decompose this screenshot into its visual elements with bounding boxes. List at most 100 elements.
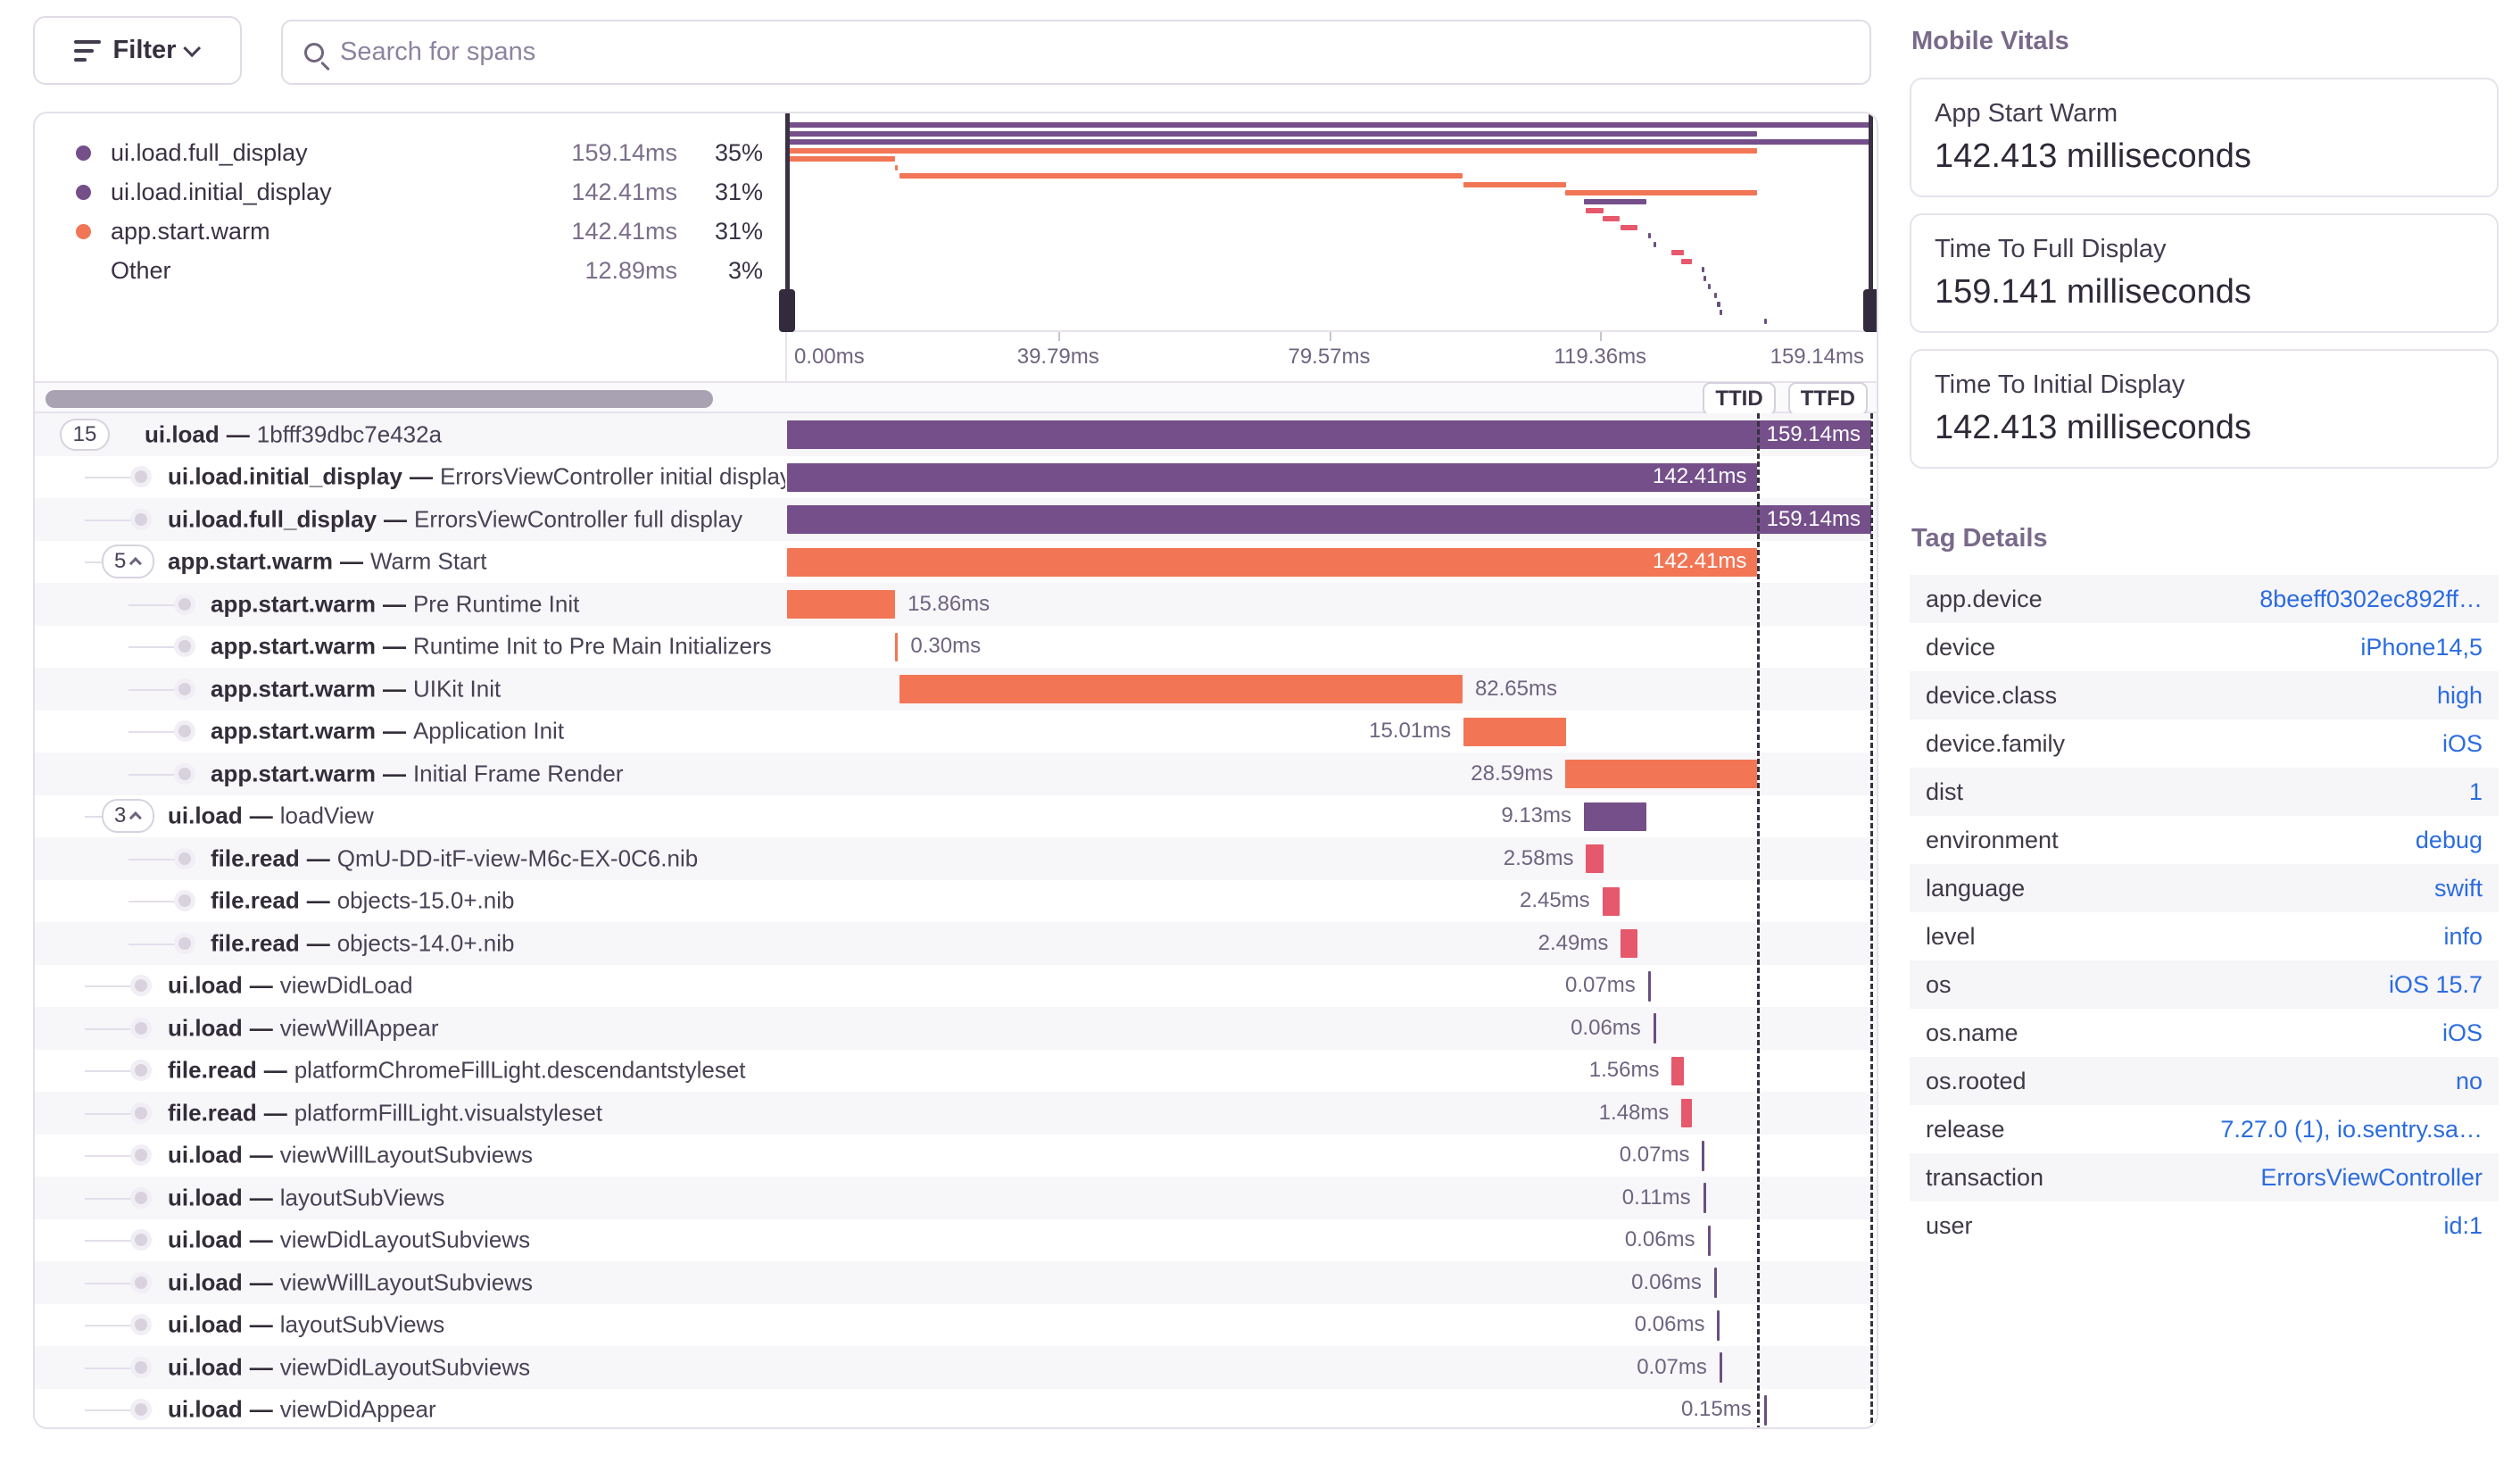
span-duration-bar[interactable] [787,505,1871,534]
span-row[interactable]: file.read — objects-14.0+.nib 2.49ms [35,922,1877,965]
span-duration-bar[interactable] [899,675,1463,703]
span-row[interactable]: ui.load — viewDidLoad 0.07ms [35,964,1877,1007]
span-row[interactable]: ui.load — viewDidAppear 0.15ms [35,1388,1877,1427]
ttfd-toggle-button[interactable]: TTFD [1787,382,1868,416]
span-children-count-badge[interactable]: 15 [60,418,110,451]
tree-connector [85,1282,140,1285]
tag-value-link[interactable]: 8beeff0302ec892ff… [2259,585,2483,612]
span-description: layoutSubViews [279,1310,445,1338]
span-duration-label: 9.13ms [1501,803,1572,828]
span-duration-bar[interactable] [1584,802,1647,831]
legend-op-name: ui.load.initial_display [111,178,332,205]
minimap-right-knob[interactable] [1863,289,1877,332]
minimap-left-knob[interactable] [779,289,795,332]
span-bar-cell: 0.06ms [787,1261,1871,1304]
span-duration-bar[interactable] [1621,929,1638,958]
tag-value-link[interactable]: 1 [2468,777,2483,805]
tag-row: device.family iOS [1910,719,2499,768]
op-desc-separator: — [339,547,363,575]
span-duration-bar[interactable] [1565,760,1758,788]
span-duration-bar[interactable] [1647,970,1651,1002]
legend-color-dot [76,223,91,239]
tag-value-link[interactable]: iOS 15.7 [2388,970,2483,998]
tag-value-link[interactable]: ErrorsViewController [2260,1163,2483,1191]
span-row[interactable]: app.start.warm — Runtime Init to Pre Main … [35,625,1877,668]
filter-button[interactable]: Filter [33,16,242,85]
tag-value-link[interactable]: swift [2434,874,2483,902]
span-duration-bar[interactable] [1463,717,1566,746]
span-duration-bar[interactable] [1703,1183,1706,1213]
vital-card: Time To Full Display 159.141 millisecond… [1910,213,2499,333]
span-row[interactable]: app.start.warm — Application Init 15.01ms [35,710,1877,752]
span-row[interactable]: ui.load — layoutSubViews 0.11ms [35,1177,1877,1219]
span-row[interactable]: file.read — platformFillLight.visualstyles… [35,1092,1877,1135]
tag-value-link[interactable]: iOS [2441,1019,2483,1046]
span-duration-bar[interactable] [1707,1225,1711,1256]
span-duration-bar[interactable] [1717,1310,1720,1341]
span-row[interactable]: ui.load.full_display — ErrorsViewControlle… [35,498,1877,541]
span-row[interactable]: app.start.warm — Pre Runtime Init 15.86ms [35,583,1877,626]
span-row[interactable]: app.start.warm — Initial Frame Render 28.5… [35,752,1877,795]
search-input[interactable] [340,37,1848,67]
span-children-count-badge[interactable]: 5 [102,545,155,579]
span-duration-label: 15.86ms [908,591,991,616]
tag-value-link[interactable]: iOS [2441,729,2483,757]
span-row[interactable]: ui.load — viewWillLayoutSubviews 0.07ms [35,1134,1877,1177]
span-duration-label: 0.06ms [1631,1269,1702,1294]
tag-value-link[interactable]: high [2436,681,2483,709]
tree-connector [85,477,140,479]
tree-connector [128,731,184,734]
children-count: 5 [114,549,127,574]
tag-value-link[interactable]: no [2455,1067,2483,1094]
span-row[interactable]: ui.load.initial_display — ErrorsViewContro… [35,455,1877,498]
ttid-toggle-button[interactable]: TTID [1703,382,1776,416]
span-tree-cell: ui.load — viewWillLayoutSubviews [35,1261,785,1304]
span-row[interactable]: 5 app.start.warm — Warm Start 142.41ms [35,540,1877,583]
span-row[interactable]: ui.load — viewDidLayoutSubviews 0.07ms [35,1346,1877,1389]
tag-value-link[interactable]: debug [2415,826,2483,853]
span-row[interactable]: 15 ui.load —1bfff39dbc7e432a 159.14ms [35,413,1877,456]
span-row[interactable]: ui.load — viewDidLayoutSubviews 0.06ms [35,1218,1877,1261]
span-description: Warm Start [369,547,487,575]
tree-connector [128,943,184,945]
tree-node-dot [135,979,147,993]
minimap-right-drag-handle[interactable] [1869,113,1873,330]
span-tree-cell: ui.load — viewWillLayoutSubviews [35,1135,785,1177]
span-duration-bar[interactable] [1681,1099,1692,1127]
span-duration-bar[interactable] [787,590,896,619]
mobile-vitals-heading: Mobile Vitals [1911,27,2069,55]
tag-value-link[interactable]: info [2443,922,2483,950]
span-duration-bar[interactable] [1763,1394,1767,1426]
tag-value-link[interactable]: id:1 [2443,1211,2483,1239]
minimap-left-drag-handle[interactable] [785,113,790,330]
span-duration-bar[interactable] [1586,844,1604,873]
tree-connector [85,985,140,988]
span-duration-bar[interactable] [787,462,1758,492]
minimap-span-bar [1713,293,1717,298]
span-duration-bar[interactable] [1719,1352,1722,1383]
span-row[interactable]: ui.load — viewWillLayoutSubviews 0.06ms [35,1261,1877,1304]
tag-value-link[interactable]: 7.27.0 (1), io.sentry.sa… [2220,1115,2483,1143]
span-duration-bar[interactable] [787,420,1871,449]
span-row[interactable]: file.read — platformChromeFillLight.descen… [35,1049,1877,1092]
span-row[interactable]: ui.load — layoutSubViews 0.06ms [35,1303,1877,1346]
tag-value-link[interactable]: iPhone14,5 [2360,633,2483,661]
horizontal-scrollbar-thumb[interactable] [46,390,713,408]
span-row[interactable]: ui.load — viewWillAppear 0.06ms [35,1007,1877,1050]
span-children-count-badge[interactable]: 3 [102,799,155,834]
span-duration-bar[interactable] [1671,1056,1684,1085]
span-row[interactable]: file.read — objects-15.0+.nib 2.45ms [35,879,1877,922]
span-duration-bar[interactable] [1713,1268,1717,1298]
span-bar-cell: 0.11ms [787,1177,1871,1219]
span-duration-bar[interactable] [787,547,1758,577]
tag-key: os.name [1926,1019,2018,1046]
span-row[interactable]: app.start.warm — UIKit Init 82.65ms [35,668,1877,711]
span-row[interactable]: file.read — QmU-DD-itF-view-M6c-EX-0C6.nib… [35,837,1877,880]
span-duration-bar[interactable] [1653,1013,1656,1043]
trace-minimap[interactable] [779,113,1877,332]
tree-node-dot [135,1234,147,1247]
span-duration-bar[interactable] [895,632,899,661]
span-duration-bar[interactable] [1702,1140,1705,1171]
span-duration-bar[interactable] [1602,886,1620,916]
span-row[interactable]: 3 ui.load — loadView 9.13ms [35,794,1877,837]
